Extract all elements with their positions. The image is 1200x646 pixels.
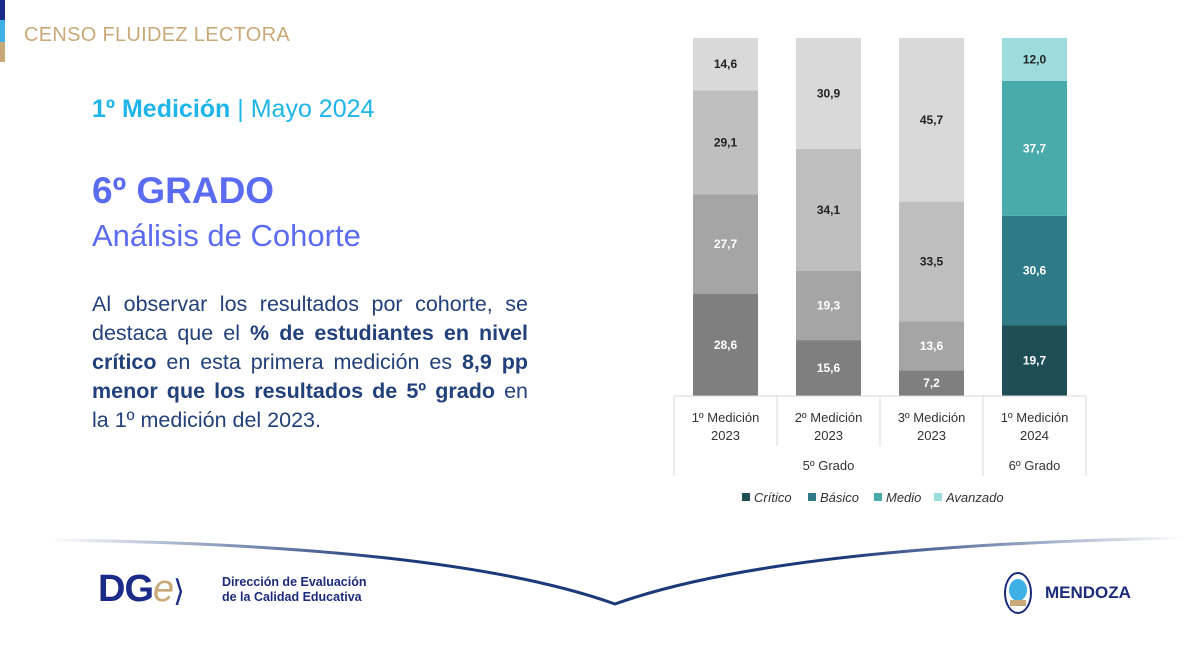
paragraph-segment: 8,9 pp menor que los resultados de 5º gr… bbox=[92, 350, 528, 403]
bar-segment-medio bbox=[899, 201, 964, 322]
data-label: 12,0 bbox=[1023, 52, 1047, 66]
analysis-paragraph: Al observar los resultados por cohorte, … bbox=[92, 290, 528, 435]
accent-strip-navy bbox=[0, 0, 5, 20]
bar-segment-crítico bbox=[693, 293, 758, 396]
data-label: 45,7 bbox=[920, 113, 944, 127]
bar-segment-avanzado bbox=[899, 38, 964, 202]
bar-segment-avanzado bbox=[693, 38, 758, 91]
legend-label: Avanzado bbox=[945, 490, 1004, 505]
accent-strip-gold bbox=[0, 42, 5, 62]
data-label: 15,6 bbox=[817, 361, 841, 375]
dge-caption: Dirección de Evaluación de la Calidad Edu… bbox=[222, 575, 367, 605]
data-label: 29,1 bbox=[714, 135, 738, 149]
bar-segment-básico bbox=[693, 194, 758, 294]
data-label: 30,6 bbox=[1023, 264, 1047, 278]
accent-strip-cyan bbox=[0, 20, 5, 42]
footer-divider bbox=[49, 536, 1186, 606]
bar-segment-crítico bbox=[796, 340, 861, 396]
dge-line1: Dirección de Evaluación bbox=[222, 575, 367, 589]
legend-label: Crítico bbox=[754, 490, 792, 505]
group-label: 5º Grado bbox=[803, 458, 855, 473]
measurement-subtitle: 1º Medición | Mayo 2024 bbox=[92, 95, 374, 124]
dge-line2: de la Calidad Educativa bbox=[222, 590, 362, 604]
data-label: 27,7 bbox=[714, 237, 738, 251]
subtitle-date: Mayo 2024 bbox=[250, 95, 375, 123]
bar-segment-medio bbox=[693, 90, 758, 195]
bar-segment-básico bbox=[899, 321, 964, 371]
category-label: 1º Medición bbox=[692, 410, 760, 425]
data-label: 13,6 bbox=[920, 339, 944, 353]
legend-swatch-básico bbox=[808, 493, 816, 501]
bar-segment-básico bbox=[1002, 215, 1067, 326]
data-label: 19,7 bbox=[1023, 354, 1047, 368]
bar-segment-crítico bbox=[899, 370, 964, 396]
category-label: 1º Medición bbox=[1001, 410, 1069, 425]
category-year: 2024 bbox=[1020, 428, 1049, 443]
data-label: 28,6 bbox=[714, 338, 738, 352]
legend-swatch-crítico bbox=[742, 493, 750, 501]
bar-segment-básico bbox=[796, 270, 861, 341]
bar-segment-avanzado bbox=[1002, 38, 1067, 81]
category-year: 2023 bbox=[814, 428, 843, 443]
subtitle-bold: 1º Medición bbox=[92, 95, 231, 123]
category-label: 3º Medición bbox=[898, 410, 966, 425]
bar-segment-avanzado bbox=[796, 38, 861, 149]
header-title: CENSO FLUIDEZ LECTORA bbox=[24, 24, 290, 46]
category-year: 2023 bbox=[917, 428, 946, 443]
mendoza-shield-icon bbox=[1004, 572, 1032, 614]
dge-logo: DGe⟩ bbox=[98, 568, 185, 610]
stacked-bar-chart: 28,6 27,7 29,1 14,6 1º Medición 2023 15,6 19,3 3… bbox=[673, 38, 1087, 505]
data-label: 14,6 bbox=[714, 57, 738, 71]
grade-heading: 6º GRADO bbox=[92, 170, 275, 211]
data-label: 34,1 bbox=[817, 203, 841, 217]
analysis-heading: Análisis de Cohorte bbox=[92, 218, 361, 253]
subtitle-sep: | bbox=[230, 95, 251, 123]
data-label: 37,7 bbox=[1023, 141, 1047, 155]
legend-swatch-medio bbox=[874, 493, 882, 501]
bar-segment-crítico bbox=[1002, 325, 1067, 396]
mendoza-label: MENDOZA bbox=[1045, 583, 1131, 602]
legend-label: Básico bbox=[820, 490, 859, 505]
data-label: 19,3 bbox=[817, 299, 841, 313]
paragraph-segment: Al observar los resultados por cohorte, … bbox=[92, 292, 528, 345]
legend-swatch-avanzado bbox=[934, 493, 942, 501]
bar-segment-medio bbox=[1002, 80, 1067, 216]
paragraph-segment: % de estudiantes en nivel crítico bbox=[92, 321, 528, 374]
group-label: 6º Grado bbox=[1009, 458, 1061, 473]
data-label: 30,9 bbox=[817, 86, 841, 100]
paragraph-segment: en la 1º medición del 2023. bbox=[92, 379, 529, 432]
category-year: 2023 bbox=[711, 428, 740, 443]
paragraph-segment: en esta primera medición es bbox=[156, 350, 462, 374]
data-label: 7,2 bbox=[923, 376, 940, 390]
bar-segment-medio bbox=[796, 148, 861, 271]
data-label: 33,5 bbox=[920, 255, 944, 269]
category-label: 2º Medición bbox=[795, 410, 863, 425]
legend-label: Medio bbox=[886, 490, 921, 505]
